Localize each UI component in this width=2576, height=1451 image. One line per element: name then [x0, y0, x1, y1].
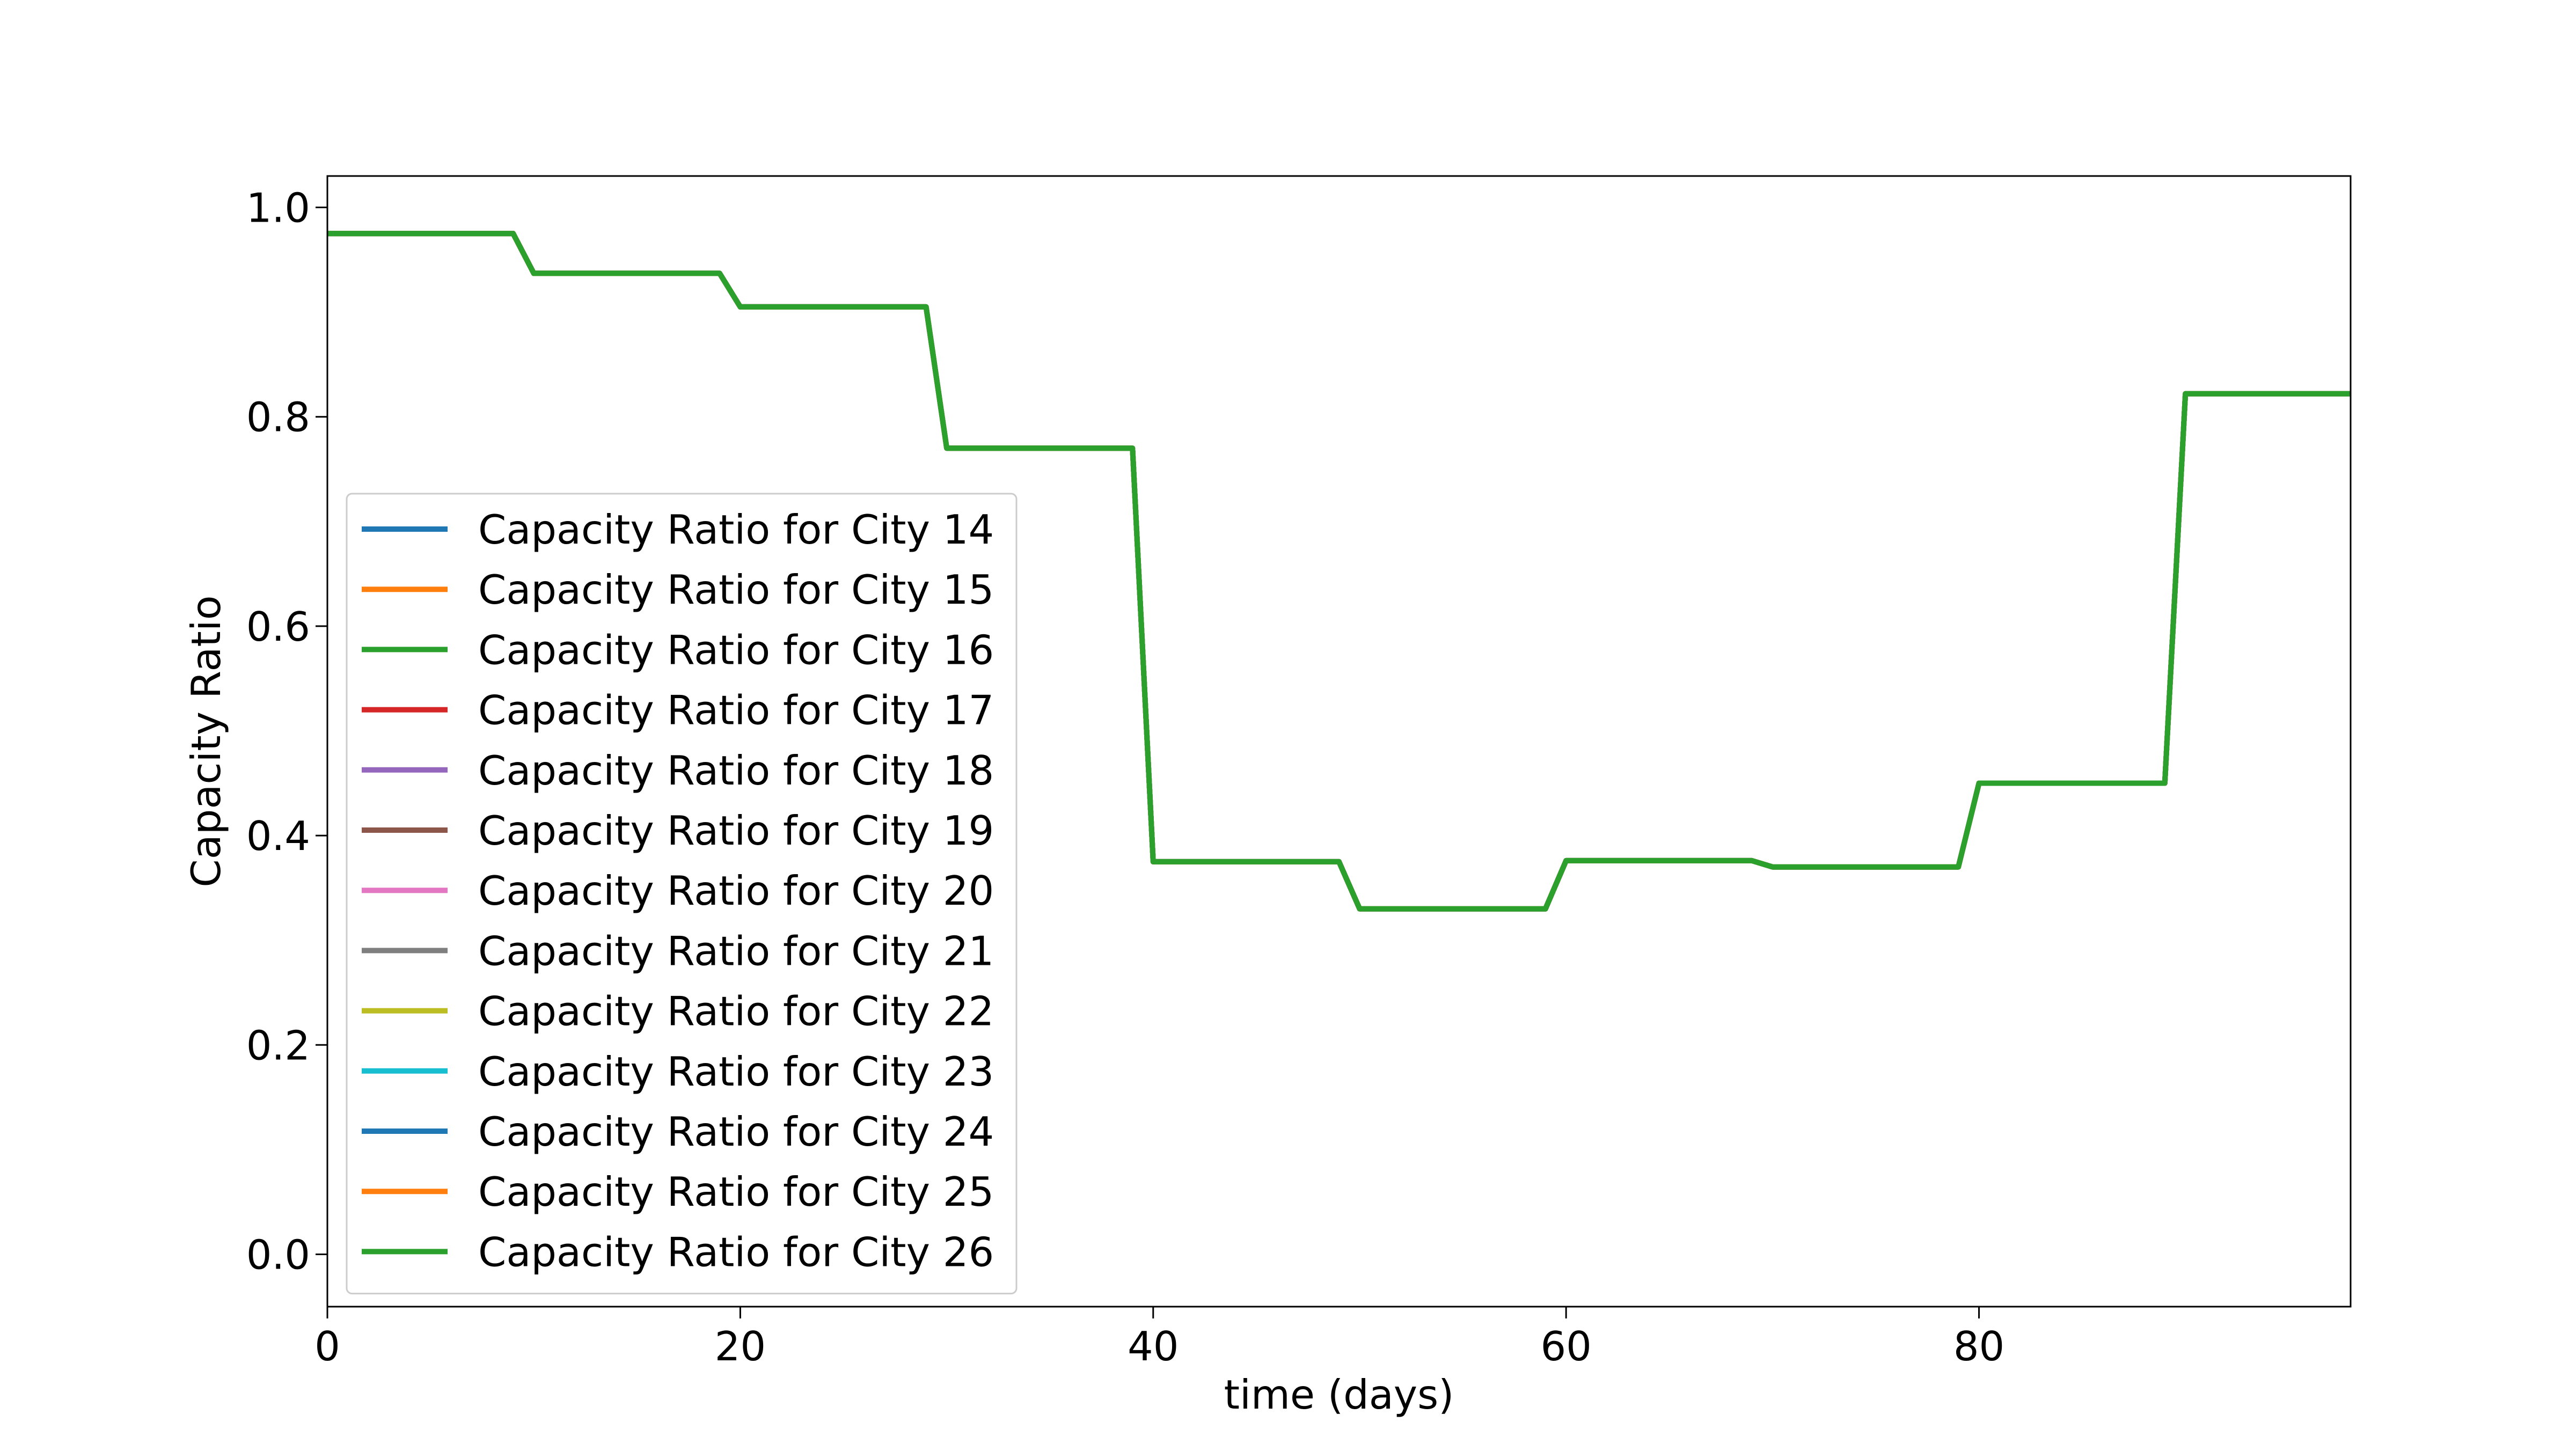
y-tick-label: 0.8	[246, 394, 310, 441]
x-axis-label: time (days)	[1224, 1371, 1454, 1418]
legend-box	[346, 493, 1018, 1295]
series-layer	[327, 231, 2351, 912]
y-tick-label: 0.4	[246, 812, 310, 860]
series-line-13	[327, 231, 2351, 912]
x-tick-label: 20	[715, 1323, 766, 1370]
legend-label: Capacity Ratio for City 23	[478, 1048, 994, 1095]
y-tick-label: 1.0	[246, 185, 310, 232]
y-tick-label: 0.6	[246, 603, 310, 650]
legend-label: Capacity Ratio for City 21	[478, 927, 994, 974]
plot-frame	[326, 175, 2352, 1308]
y-axis: 0.0 0.2 0.4 0.6 0.8 1.0	[246, 185, 327, 1278]
legend: Capacity Ratio for City 14 Capacity Ratio…	[346, 493, 1018, 1295]
y-tick-label: 0.2	[246, 1022, 310, 1069]
legend-label: Capacity Ratio for City 15	[478, 566, 994, 613]
legend-label: Capacity Ratio for City 25	[478, 1168, 994, 1215]
y-axis-label: Capacity Ratio	[182, 595, 230, 887]
x-tick-label: 40	[1128, 1323, 1179, 1370]
x-axis: 0 20 40 60 80	[314, 1307, 2004, 1370]
legend-label: Capacity Ratio for City 14	[478, 506, 994, 553]
legend-label: Capacity Ratio for City 26	[478, 1228, 994, 1276]
x-tick-label: 80	[1953, 1323, 2004, 1370]
x-tick-label: 60	[1540, 1323, 1591, 1370]
legend-label: Capacity Ratio for City 18	[478, 747, 994, 794]
legend-label: Capacity Ratio for City 19	[478, 807, 994, 854]
legend-label: Capacity Ratio for City 17	[478, 687, 994, 734]
legend-label: Capacity Ratio for City 16	[478, 626, 994, 673]
legend-label: Capacity Ratio for City 22	[478, 988, 994, 1035]
legend-label: Capacity Ratio for City 24	[478, 1108, 994, 1155]
y-tick-label: 0.0	[246, 1231, 310, 1278]
x-tick-label: 0	[314, 1323, 340, 1370]
legend-label: Capacity Ratio for City 20	[478, 867, 994, 914]
